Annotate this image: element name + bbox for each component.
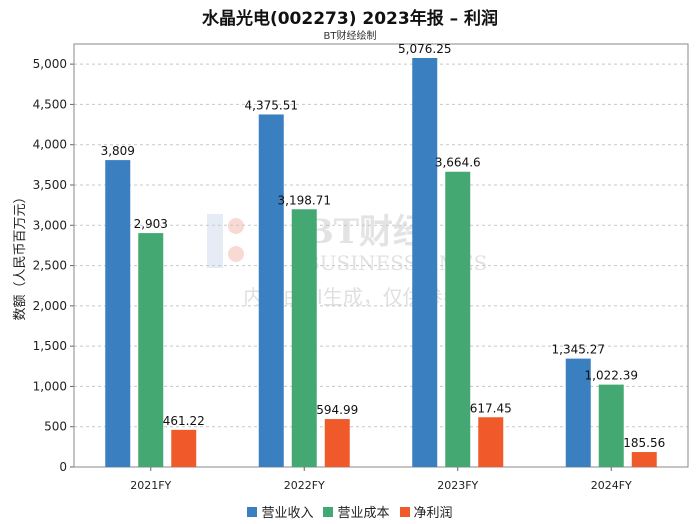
bar-net-profit	[478, 417, 504, 467]
legend-item-net-profit[interactable]: 净利润	[399, 502, 453, 521]
data-label-net-profit: 461.22	[163, 414, 205, 428]
data-label-net-profit: 617.45	[470, 401, 512, 415]
data-label-cost: 1,022.39	[585, 369, 638, 383]
legend-item-revenue[interactable]: 营业收入	[247, 502, 313, 521]
plot-frame	[73, 43, 689, 468]
data-label-cost: 3,198.71	[278, 193, 331, 207]
bar-cost	[291, 209, 317, 467]
legend-swatch-net-profit	[399, 506, 410, 517]
y-tick-label: 5,000	[33, 57, 67, 71]
watermark-brand-cn: BT财经	[305, 212, 427, 252]
y-tick-label: 0	[59, 460, 67, 474]
legend-label-cost: 营业成本	[337, 506, 390, 521]
data-label-cost: 2,903	[134, 217, 168, 231]
data-label-revenue: 3,809	[101, 144, 135, 158]
legend-swatch-revenue	[247, 506, 258, 517]
legend-label-net-profit: 净利润	[413, 506, 453, 521]
y-tick-label: 2,500	[33, 259, 67, 273]
data-label-cost: 3,664.6	[435, 156, 481, 170]
watermark-logo-bar	[207, 214, 223, 268]
y-tick-label: 500	[44, 420, 67, 434]
chart-title: 水晶光电(002273) 2023年报 – 利润	[201, 9, 499, 29]
chart-subtitle: BT财经绘制	[323, 31, 377, 42]
x-tick-label: 2021FY	[130, 479, 171, 492]
legend-swatch-cost	[323, 506, 334, 517]
bar-revenue	[565, 358, 591, 467]
data-label-net-profit: 594.99	[316, 403, 358, 417]
legend-item-cost[interactable]: 营业成本	[323, 502, 390, 521]
bar-revenue	[412, 57, 438, 467]
bar-net-profit	[631, 452, 657, 467]
y-tick-label: 4,000	[33, 138, 67, 152]
y-tick-label: 2,000	[33, 299, 67, 313]
y-axis-label: 数额（人民币百万元）	[13, 190, 28, 320]
y-tick-label: 3,000	[33, 218, 67, 232]
bar-revenue	[105, 160, 131, 467]
bar-cost	[138, 233, 164, 467]
y-tick-label: 1,000	[33, 379, 67, 393]
legend: 营业收入 营业成本 净利润	[0, 502, 700, 521]
data-label-revenue: 1,345.27	[552, 343, 605, 357]
y-tick-label: 1,500	[33, 339, 67, 353]
data-label-revenue: 4,375.51	[245, 98, 298, 112]
bar-cost	[445, 171, 471, 467]
watermark-logo-dot-top	[228, 218, 244, 234]
bar-net-profit	[171, 429, 197, 467]
bar-revenue	[258, 114, 284, 467]
x-tick-label: 2023FY	[437, 479, 478, 492]
y-tick-label: 4,500	[33, 97, 67, 111]
x-tick-label: 2022FY	[284, 479, 325, 492]
bar-cost	[598, 384, 624, 467]
y-tick-label: 3,500	[33, 178, 67, 192]
legend-label-revenue: 营业收入	[261, 506, 314, 521]
bar-net-profit	[324, 419, 350, 467]
watermark-logo-dot-bottom	[228, 246, 244, 262]
data-label-net-profit: 185.56	[623, 436, 665, 450]
x-tick-label: 2024FY	[591, 479, 632, 492]
data-label-revenue: 5,076.25	[398, 42, 451, 56]
